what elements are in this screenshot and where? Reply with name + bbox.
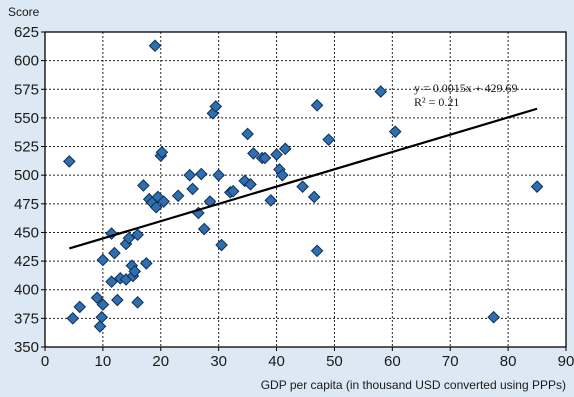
y-tick-label: 450: [14, 224, 39, 241]
y-tick-label: 400: [14, 282, 39, 299]
data-point-diamond: [96, 253, 110, 267]
y-tick-label: 500: [14, 167, 39, 184]
y-tick-label: 350: [14, 339, 39, 356]
x-axis-title: GDP per capita (in thousand USD converte…: [261, 378, 566, 392]
plot-border: [44, 31, 567, 348]
y-tick-label: 600: [14, 53, 39, 70]
data-point-diamond: [276, 168, 289, 182]
data-point-diamond: [149, 200, 163, 214]
x-tick-label: 0: [41, 353, 49, 370]
data-point-diamond: [307, 190, 321, 204]
x-tick-label: 30: [210, 353, 227, 370]
data-point-diamond: [296, 180, 309, 193]
data-point-diamond: [209, 100, 223, 113]
data-point-diamond: [183, 168, 197, 182]
data-point-diamond: [157, 195, 170, 208]
data-point-diamond: [194, 167, 208, 181]
plot-frame: [41, 31, 567, 351]
x-tick-label: 50: [326, 353, 343, 370]
data-point-diamond: [530, 180, 544, 193]
x-tick-label: 70: [442, 353, 459, 370]
data-point-diamond: [137, 179, 150, 192]
data-point-diamond: [270, 148, 283, 161]
data-point-diamond: [215, 238, 228, 252]
y-tick-label: 425: [14, 253, 39, 270]
data-point-diamond: [264, 194, 278, 207]
x-tick-label: 80: [500, 353, 517, 370]
data-point-diamond: [197, 222, 211, 236]
y-tick-label: 375: [14, 310, 39, 327]
data-point-diamond: [95, 310, 109, 324]
x-axis-tick-labels: 0 10 20 30 40 50 60 70 80 90: [41, 353, 574, 370]
data-point-diamond: [244, 178, 257, 191]
data-point-diamond: [171, 189, 185, 203]
data-point-diamond: [131, 228, 144, 242]
data-point-diamond: [96, 298, 110, 311]
data-point-diamond: [322, 133, 335, 146]
y-tick-label: 575: [14, 81, 39, 98]
data-point-diamond: [63, 155, 76, 168]
trend-line: [68, 107, 538, 250]
data-point-diamond: [374, 85, 388, 98]
trendline-equation: y = 0.0015x + 429.69: [414, 81, 518, 95]
x-tick-label: 20: [152, 353, 169, 370]
data-point-diamond: [310, 244, 324, 258]
data-point-diamond: [258, 151, 272, 165]
data-point-diamond: [226, 184, 240, 198]
y-tick-label: 550: [14, 110, 39, 127]
data-point-diamond: [111, 293, 124, 307]
y-axis-title: Score: [8, 5, 40, 19]
data-point-diamond: [186, 182, 199, 196]
data-point-diamond: [93, 320, 107, 333]
data-point-diamond: [128, 265, 142, 278]
data-point-diamond: [131, 296, 144, 309]
data-point-diamond: [310, 99, 324, 112]
data-point-diamond: [139, 257, 153, 270]
data-point-diamond: [247, 147, 260, 160]
trendline-r-squared: R² = 0.21: [414, 95, 459, 109]
y-axis-tick-labels: 350 375 400 425 450 475 500 525 550 575 600 625: [14, 24, 39, 356]
data-point-diamond: [212, 168, 225, 182]
data-point-diamond: [66, 312, 80, 325]
data-point-diamond: [388, 125, 402, 138]
data-point-diamond: [108, 246, 121, 260]
x-tick-label: 90: [558, 353, 574, 370]
data-point-diamond: [278, 142, 292, 156]
y-tick-label: 525: [14, 139, 39, 156]
data-point-diamond: [105, 275, 118, 289]
x-tick-label: 40: [268, 353, 285, 370]
x-tick-label: 10: [95, 353, 112, 370]
y-tick-label: 475: [14, 196, 39, 213]
data-point-diamond: [241, 127, 254, 141]
x-tick-label: 60: [384, 353, 401, 370]
data-point-diamond: [487, 310, 500, 324]
data-points: [63, 39, 544, 333]
data-point-diamond: [122, 231, 136, 245]
data-point-diamond: [148, 39, 162, 53]
grid-lines: [45, 32, 566, 347]
data-point-diamond: [90, 291, 104, 305]
data-point-diamond: [73, 300, 87, 314]
data-point-diamond: [155, 145, 169, 159]
y-tick-label: 625: [14, 24, 39, 41]
